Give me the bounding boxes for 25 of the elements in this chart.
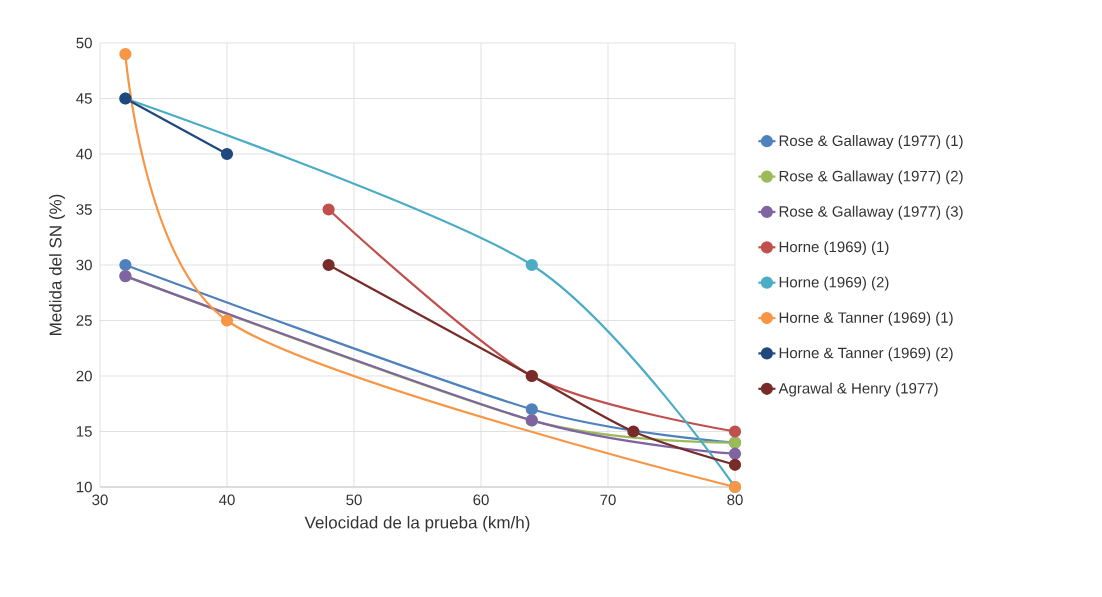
y-tick-label: 50 bbox=[76, 37, 92, 49]
y-axis-title: Medida del SN (%) bbox=[49, 194, 65, 335]
y-tick-label: 10 bbox=[76, 481, 92, 493]
y-tick-label: 35 bbox=[76, 204, 92, 215]
y-tick-label: 20 bbox=[76, 370, 92, 382]
legend-label: Horne & Tanner (1969) (2) bbox=[779, 347, 953, 362]
x-tick-label: 80 bbox=[727, 494, 743, 506]
x-tick-label: 30 bbox=[92, 494, 108, 506]
x-tick-label: 50 bbox=[346, 494, 362, 506]
legend-label: Rose & Gallaway (1977) (3) bbox=[779, 205, 963, 220]
legend-label: Horne & Tanner (1969) (1) bbox=[779, 311, 953, 326]
x-tick-label: 70 bbox=[600, 494, 616, 506]
y-tick-label: 25 bbox=[76, 315, 92, 326]
y-tick-label: 15 bbox=[76, 426, 92, 437]
x-axis-title: Velocidad de la prueba (km/h) bbox=[304, 516, 530, 532]
legend-label: Horne (1969) (2) bbox=[779, 276, 889, 291]
legend-label: Horne (1969) (1) bbox=[779, 241, 889, 256]
x-tick-label: 60 bbox=[473, 494, 489, 506]
x-tick-label: 40 bbox=[219, 494, 235, 506]
y-tick-label: 40 bbox=[76, 148, 92, 160]
legend-label: Rose & Gallaway (1977) (2) bbox=[779, 170, 963, 185]
y-tick-label: 30 bbox=[76, 259, 92, 271]
legend-label: Agrawal & Henry (1977) bbox=[778, 382, 938, 397]
y-tick-label: 45 bbox=[76, 93, 92, 104]
legend-label: Rose & Gallaway (1977) (1) bbox=[779, 135, 963, 149]
